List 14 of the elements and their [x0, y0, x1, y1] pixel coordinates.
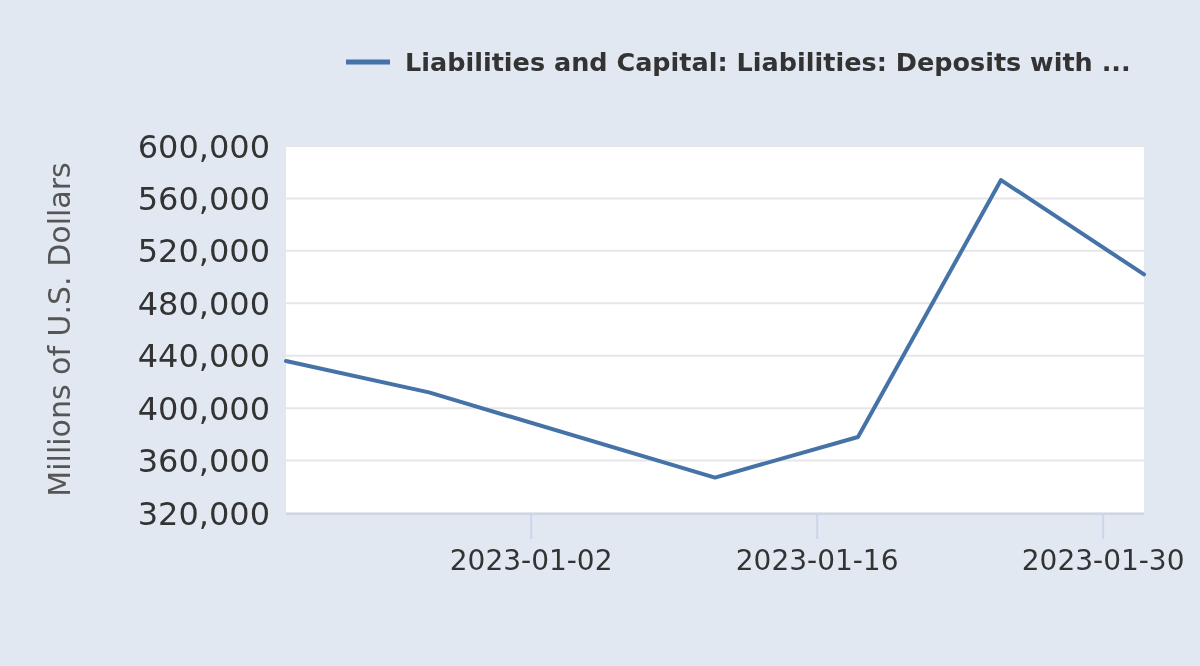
- y-tick-label: 320,000: [137, 494, 270, 533]
- legend-label: Liabilities and Capital: Liabilities: Deposits with ...: [405, 47, 1131, 78]
- y-tick-label: 400,000: [137, 389, 270, 428]
- x-tick-label: 2023-01-16: [735, 544, 899, 577]
- x-tick-label: 2023-01-02: [449, 544, 613, 577]
- y-tick-label: 520,000: [137, 232, 270, 271]
- x-tick-label: 2023-01-30: [1021, 544, 1185, 577]
- y-tick-label: 480,000: [137, 284, 270, 323]
- y-tick-label: 360,000: [137, 442, 270, 481]
- y-tick-label: 600,000: [137, 127, 270, 166]
- y-tick-label: 560,000: [137, 179, 270, 218]
- y-axis-title: Millions of U.S. Dollars: [42, 162, 77, 497]
- line-series: [284, 178, 1146, 480]
- y-tick-label: 440,000: [137, 337, 270, 376]
